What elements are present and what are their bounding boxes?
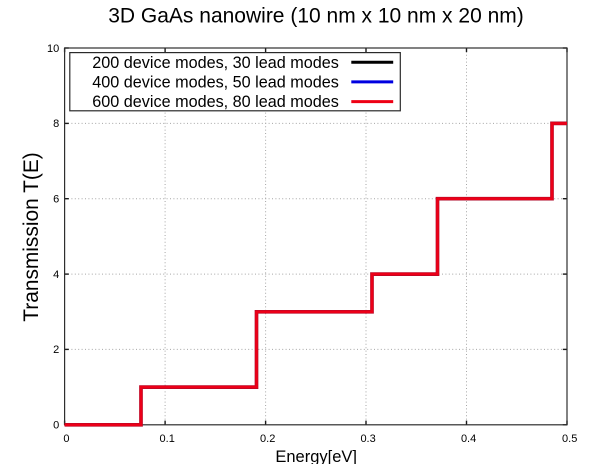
svg-text:600 device modes, 80 lead mode: 600 device modes, 80 lead modes (92, 93, 339, 111)
svg-text:200 device modes, 30 lead mode: 200 device modes, 30 lead modes (92, 54, 339, 72)
svg-text:0.5: 0.5 (562, 433, 577, 445)
svg-text:0: 0 (63, 433, 69, 445)
svg-text:6: 6 (53, 194, 59, 206)
svg-text:Transmission T(E): Transmission T(E) (20, 152, 43, 321)
svg-text:0: 0 (53, 420, 59, 432)
svg-text:0.2: 0.2 (260, 433, 275, 445)
svg-text:0.3: 0.3 (360, 433, 375, 445)
svg-text:4: 4 (53, 269, 59, 281)
svg-text:400 device modes, 50 lead mode: 400 device modes, 50 lead modes (92, 73, 339, 91)
svg-text:8: 8 (53, 118, 59, 130)
svg-text:3D GaAs nanowire (10 nm x 10 n: 3D GaAs nanowire (10 nm x 10 nm x 20 nm) (108, 5, 524, 28)
svg-text:0.1: 0.1 (160, 433, 175, 445)
svg-text:10: 10 (47, 43, 59, 55)
svg-text:2: 2 (53, 344, 59, 356)
svg-text:Energy[eV]: Energy[eV] (275, 448, 357, 464)
svg-text:0.4: 0.4 (461, 433, 476, 445)
